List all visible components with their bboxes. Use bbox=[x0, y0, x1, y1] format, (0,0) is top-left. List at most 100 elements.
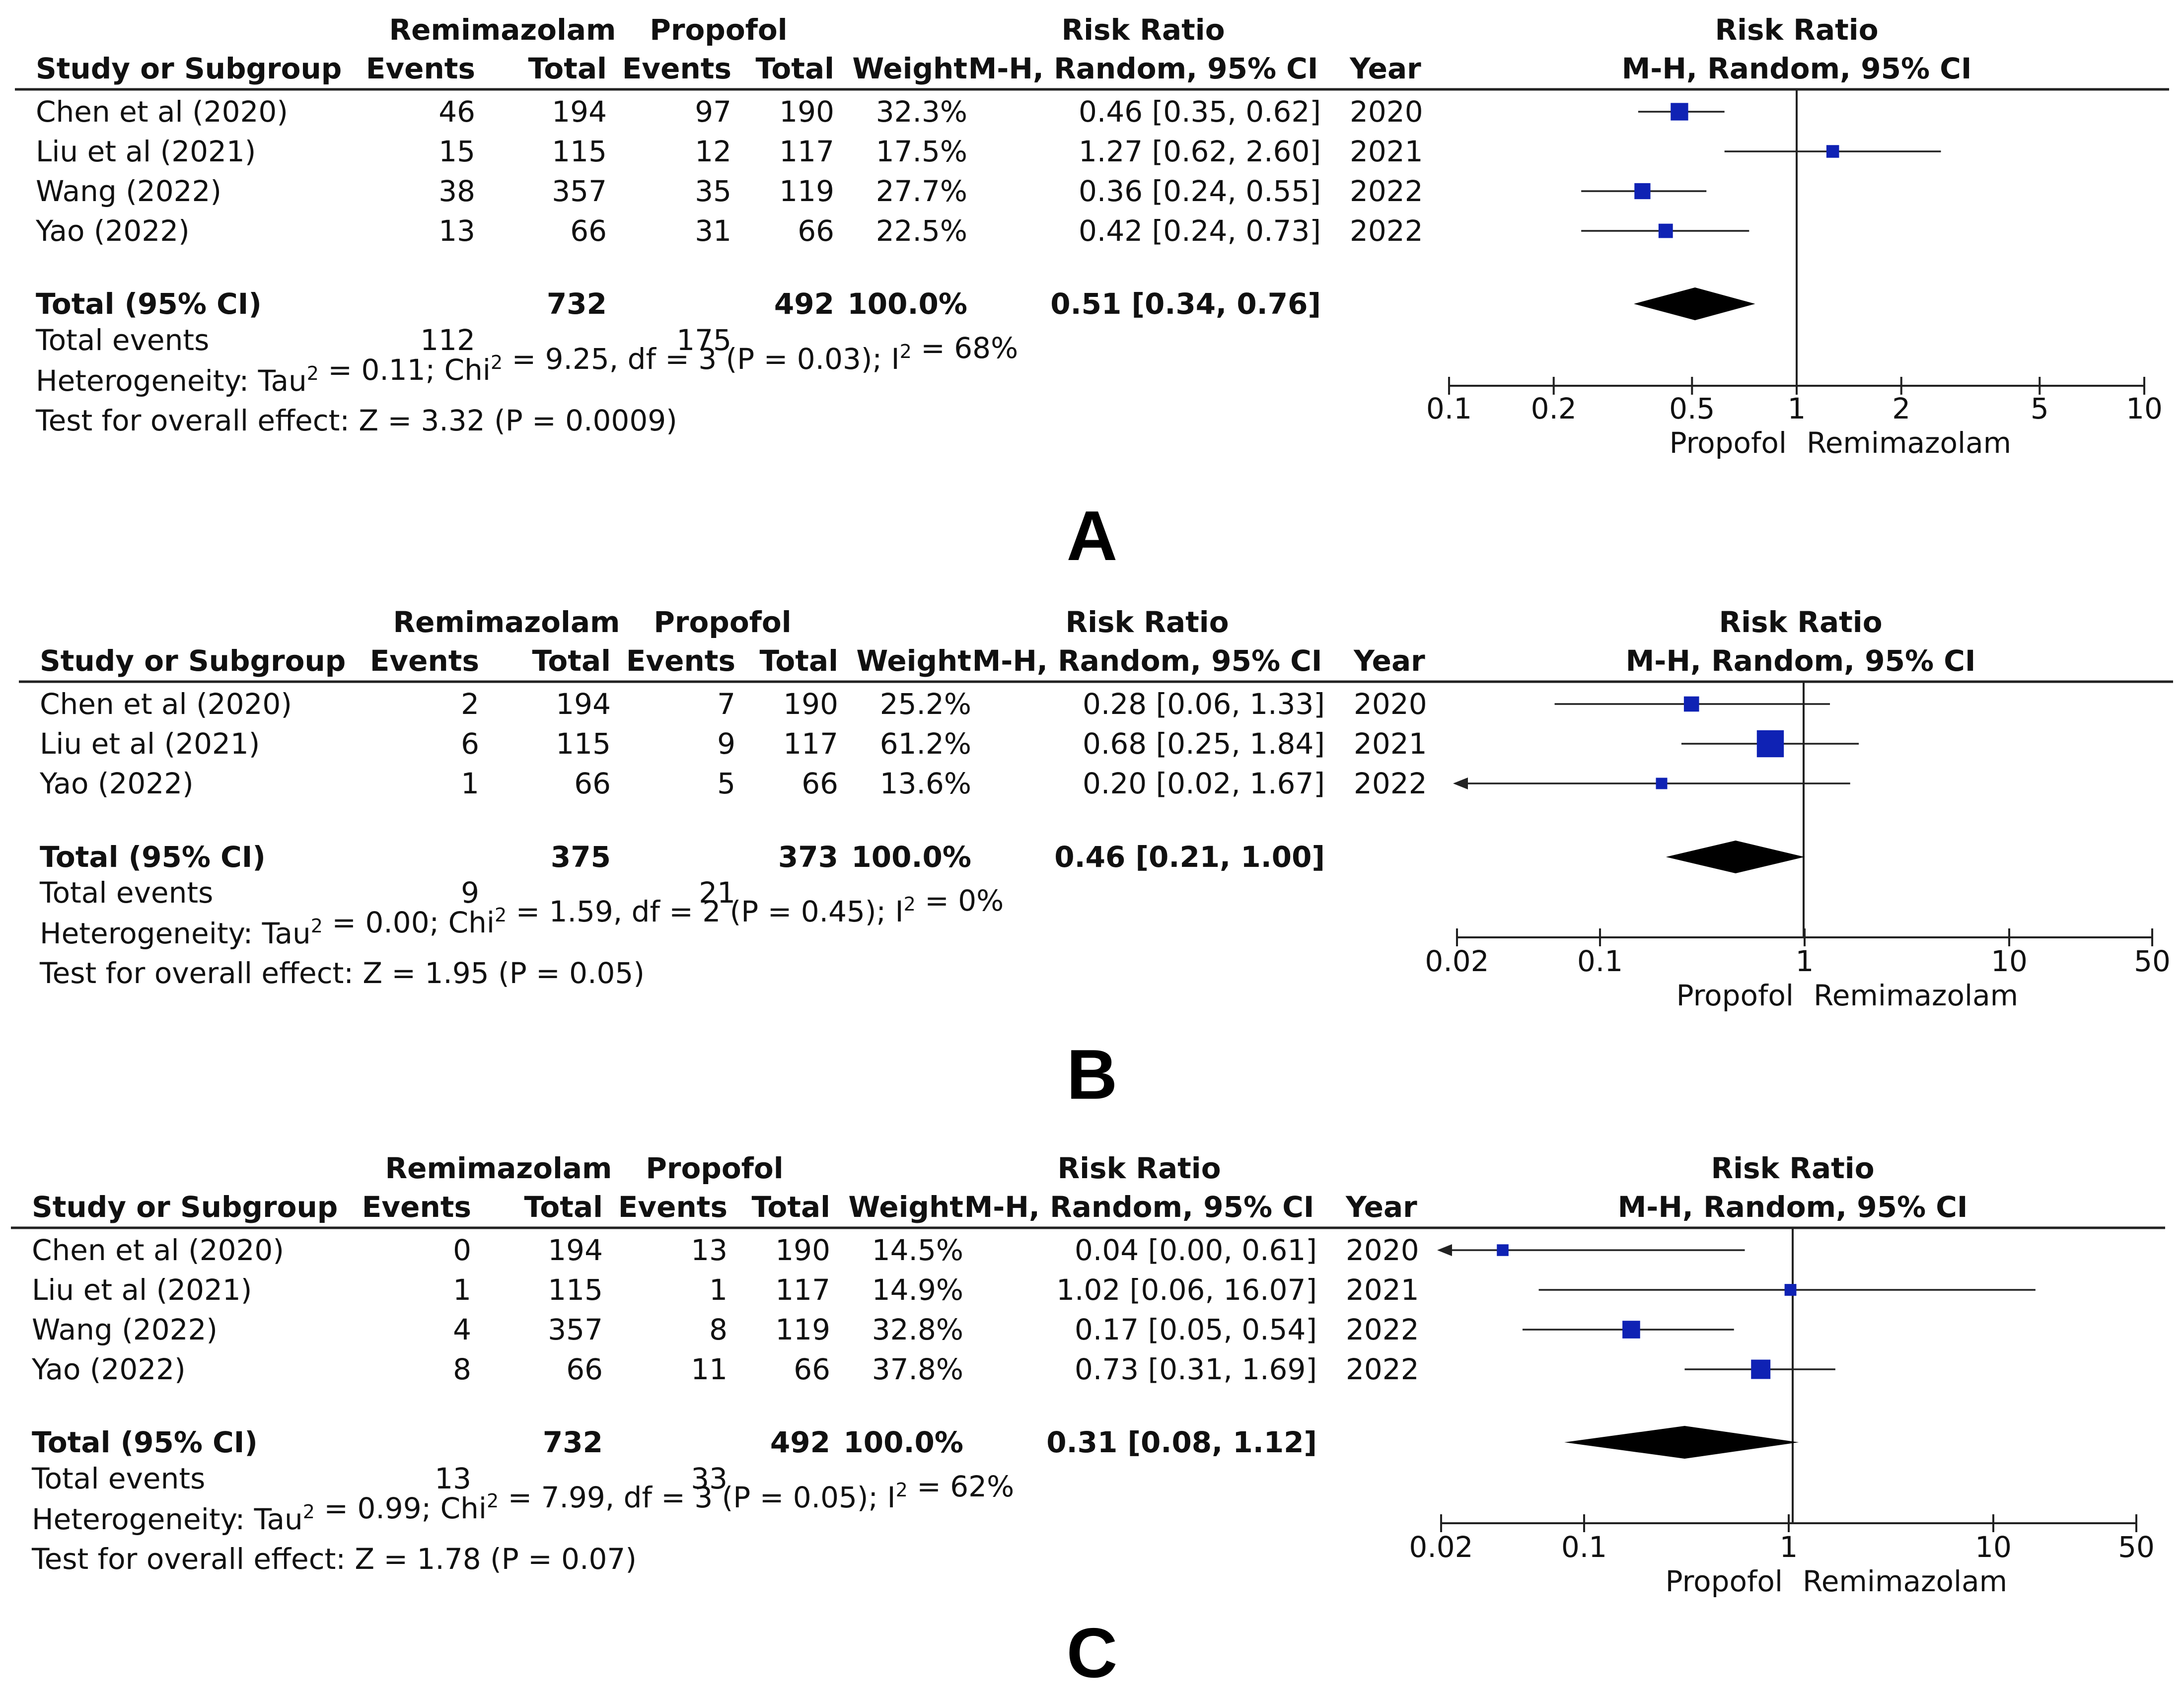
weight-header: Weight bbox=[848, 1190, 963, 1224]
study-estimate-marker bbox=[1756, 730, 1784, 758]
group1-events: 0 bbox=[453, 1233, 471, 1267]
method-header: M-H, Random, 95% CI bbox=[972, 644, 1322, 678]
study-year: 2022 bbox=[1354, 767, 1427, 800]
group1-total-sum: 732 bbox=[543, 1425, 603, 1459]
overall-effect-text: Test for overall effect: Z = 1.78 (P = 0… bbox=[31, 1542, 637, 1576]
forest-panel-a: Remimazolam Propofol Risk Ratio Risk Ratio S… bbox=[15, 13, 2169, 575]
risk-ratio-header: Risk Ratio bbox=[1065, 605, 1229, 639]
weight-header: Weight bbox=[852, 52, 967, 85]
risk-ratio-header: Risk Ratio bbox=[1061, 13, 1225, 47]
total-weight: 100.0% bbox=[851, 840, 971, 874]
group2-total-sum: 492 bbox=[770, 1425, 830, 1459]
x-tick-label: 0.02 bbox=[1409, 1530, 1473, 1564]
study-weight: 14.5% bbox=[872, 1233, 963, 1267]
study-weight: 22.5% bbox=[876, 214, 967, 248]
study-name: Yao (2022) bbox=[39, 767, 194, 800]
total-events-label: Total events bbox=[39, 876, 213, 910]
weight-header: Weight bbox=[856, 644, 971, 678]
group2-total: 190 bbox=[775, 1233, 830, 1267]
group1-events: 15 bbox=[438, 135, 475, 168]
x-tick-label: 0.5 bbox=[1669, 392, 1715, 425]
study-name: Liu et al (2021) bbox=[36, 135, 256, 168]
study-estimate-marker bbox=[1658, 223, 1673, 238]
overall-effect-text: Test for overall effect: Z = 1.95 (P = 0… bbox=[39, 956, 645, 990]
group1-total: 357 bbox=[548, 1313, 603, 1346]
group1-header: Remimazolam bbox=[385, 1151, 612, 1185]
study-year: 2020 bbox=[1354, 687, 1427, 721]
study-column-header: Study or Subgroup bbox=[32, 1190, 338, 1224]
group1-total: 66 bbox=[566, 1352, 603, 1386]
group1-events: 38 bbox=[438, 174, 475, 208]
x-tick-label: 1 bbox=[1796, 944, 1814, 978]
study-column-header: Study or Subgroup bbox=[40, 644, 346, 678]
group1-total: 194 bbox=[556, 687, 611, 721]
study-estimate-marker bbox=[1671, 103, 1688, 121]
ci-arrow-left bbox=[1453, 777, 1468, 789]
study-name: Chen et al (2020) bbox=[36, 95, 288, 129]
group2-total: 190 bbox=[779, 95, 834, 129]
x-tick-label: 0.2 bbox=[1531, 392, 1577, 425]
study-weight: 27.7% bbox=[876, 174, 967, 208]
group2-events: 12 bbox=[695, 135, 731, 168]
pooled-risk-ratio-ci: 0.31 [0.08, 1.12] bbox=[1046, 1425, 1317, 1459]
group1-total: 115 bbox=[552, 135, 607, 168]
study-estimate-marker bbox=[1497, 1244, 1509, 1256]
study-estimate-marker bbox=[1683, 696, 1699, 712]
study-year: 2022 bbox=[1350, 214, 1423, 248]
group1-total: 194 bbox=[548, 1233, 603, 1267]
forest-panel-b: Remimazolam Propofol Risk Ratio Risk Ratio S… bbox=[19, 605, 2173, 1114]
group2-header: Propofol bbox=[654, 605, 791, 639]
group1-events-header: Events bbox=[362, 1190, 471, 1224]
pooled-estimate-diamond bbox=[1634, 287, 1755, 320]
study-estimate-marker bbox=[1784, 1284, 1797, 1296]
group2-total: 119 bbox=[779, 174, 834, 208]
study-weight: 61.2% bbox=[880, 727, 971, 761]
group1-total-sum: 732 bbox=[547, 287, 607, 321]
study-name: Wang (2022) bbox=[36, 174, 221, 208]
group1-total-header: Total bbox=[532, 644, 611, 678]
group2-total-sum: 492 bbox=[774, 287, 834, 321]
group1-total: 115 bbox=[548, 1273, 603, 1307]
group1-events: 1 bbox=[461, 767, 479, 800]
group1-total-events: 13 bbox=[435, 1462, 471, 1495]
study-name: Liu et al (2021) bbox=[40, 727, 260, 761]
risk-ratio-ci: 0.28 [0.06, 1.33] bbox=[1083, 687, 1325, 721]
group2-total-sum: 373 bbox=[778, 840, 838, 874]
group2-total-header: Total bbox=[752, 1190, 830, 1224]
group2-total: 117 bbox=[783, 727, 838, 761]
group2-events: 97 bbox=[695, 95, 731, 129]
study-year: 2022 bbox=[1346, 1313, 1419, 1346]
group2-total-header: Total bbox=[760, 644, 838, 678]
group1-events: 6 bbox=[461, 727, 479, 761]
x-tick-label: 2 bbox=[1892, 392, 1910, 425]
group1-events: 4 bbox=[453, 1313, 471, 1346]
risk-ratio-ci: 0.17 [0.05, 0.54] bbox=[1075, 1313, 1317, 1346]
group2-events: 1 bbox=[709, 1273, 728, 1307]
group2-total: 190 bbox=[783, 687, 838, 721]
group1-total-events: 9 bbox=[461, 876, 479, 910]
year-header: Year bbox=[1349, 52, 1421, 85]
plot-method-header: M-H, Random, 95% CI bbox=[1622, 52, 1972, 85]
total-label: Total (95% CI) bbox=[32, 1425, 258, 1459]
total-events-label: Total events bbox=[31, 1462, 205, 1495]
group2-total-events: 175 bbox=[676, 323, 731, 357]
study-estimate-marker bbox=[1826, 145, 1839, 158]
total-label: Total (95% CI) bbox=[40, 840, 266, 874]
plot-risk-ratio-header: Risk Ratio bbox=[1719, 605, 1882, 639]
favours-left-label: Propofol bbox=[1666, 1564, 1783, 1598]
total-weight: 100.0% bbox=[843, 1425, 963, 1459]
study-weight: 37.8% bbox=[872, 1352, 963, 1386]
study-year: 2020 bbox=[1346, 1233, 1419, 1267]
heterogeneity-text: Heterogeneity: Tau2 = 0.11; Chi2 = 9.25,… bbox=[36, 331, 1018, 398]
risk-ratio-ci: 0.36 [0.24, 0.55] bbox=[1079, 174, 1321, 208]
pooled-risk-ratio-ci: 0.46 [0.21, 1.00] bbox=[1054, 840, 1325, 874]
group2-total: 66 bbox=[794, 1352, 830, 1386]
group1-total-header: Total bbox=[524, 1190, 603, 1224]
group1-header: Remimazolam bbox=[393, 605, 620, 639]
group1-events: 1 bbox=[453, 1273, 471, 1307]
study-estimate-marker bbox=[1751, 1359, 1771, 1379]
study-year: 2022 bbox=[1350, 174, 1423, 208]
risk-ratio-ci: 0.42 [0.24, 0.73] bbox=[1079, 214, 1321, 248]
risk-ratio-ci: 1.02 [0.06, 16.07] bbox=[1056, 1273, 1317, 1307]
group1-total: 194 bbox=[552, 95, 607, 129]
